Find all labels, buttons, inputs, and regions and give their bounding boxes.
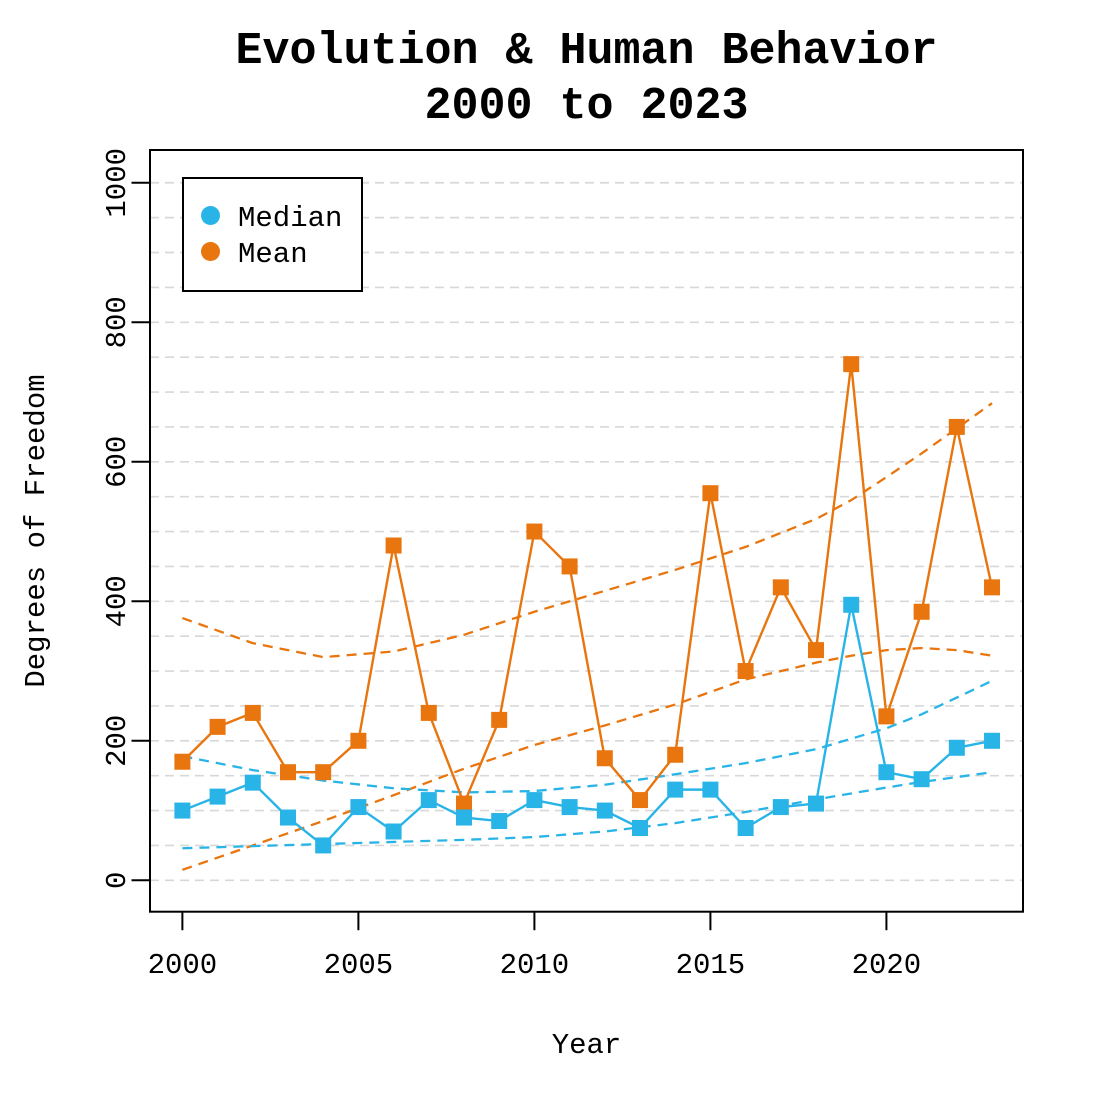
y-axis-title: Degrees of Freedom bbox=[20, 374, 53, 687]
trend-band-median-upper bbox=[182, 679, 993, 794]
x-tick-label: 2015 bbox=[676, 949, 746, 982]
data-point-marker bbox=[315, 764, 332, 781]
x-tick-label: 2020 bbox=[852, 949, 922, 982]
legend-label-median: Median bbox=[238, 202, 342, 235]
x-tick-label: 2005 bbox=[324, 949, 394, 982]
data-point-marker bbox=[913, 603, 930, 620]
data-point-marker bbox=[279, 809, 296, 826]
data-point-marker bbox=[596, 802, 613, 819]
x-tick-label: 2010 bbox=[500, 949, 570, 982]
data-point-marker bbox=[174, 802, 191, 819]
data-point-marker bbox=[350, 732, 367, 749]
data-point-marker bbox=[244, 704, 261, 721]
x-tick-label: 2000 bbox=[148, 949, 218, 982]
data-point-marker bbox=[702, 781, 719, 798]
data-point-marker bbox=[667, 746, 684, 763]
x-axis-title: Year bbox=[552, 1029, 622, 1062]
data-point-marker bbox=[491, 813, 508, 830]
data-point-marker bbox=[526, 523, 543, 540]
data-point-marker bbox=[878, 708, 895, 725]
trend-band-mean-upper bbox=[181, 402, 993, 659]
chart-title-line2: 2000 to 2023 bbox=[424, 81, 748, 132]
y-tick-label: 0 bbox=[101, 872, 134, 889]
data-point-marker bbox=[737, 663, 754, 680]
data-point-marker bbox=[315, 837, 332, 854]
data-point-marker bbox=[948, 739, 965, 756]
data-point-marker bbox=[596, 750, 613, 767]
legend-label-mean: Mean bbox=[238, 238, 308, 271]
data-point-marker bbox=[843, 356, 860, 373]
data-point-marker bbox=[526, 792, 543, 809]
chart-title-line1: Evolution & Human Behavior bbox=[235, 26, 937, 77]
data-point-marker bbox=[632, 819, 649, 836]
data-point-marker bbox=[702, 485, 719, 502]
data-point-marker bbox=[913, 771, 930, 788]
y-tick-label: 200 bbox=[101, 715, 134, 767]
data-point-marker bbox=[772, 799, 789, 816]
data-point-marker bbox=[491, 711, 508, 728]
y-tick-label: 400 bbox=[101, 575, 134, 627]
data-point-marker bbox=[984, 732, 1001, 749]
y-axis: 0 200 400 600 800 1000 bbox=[101, 148, 150, 889]
data-point-marker bbox=[878, 764, 895, 781]
data-point-marker bbox=[737, 819, 754, 836]
trend-band-mean-lower bbox=[182, 646, 993, 871]
legend: Median Mean bbox=[182, 177, 363, 292]
data-point-marker bbox=[385, 823, 402, 840]
data-point-marker bbox=[244, 774, 261, 791]
data-point-marker bbox=[561, 799, 578, 816]
data-point-marker bbox=[561, 558, 578, 575]
data-point-marker bbox=[843, 596, 860, 613]
data-point-marker bbox=[948, 418, 965, 435]
legend-swatch-mean-icon bbox=[201, 242, 220, 261]
y-tick-label: 1000 bbox=[101, 148, 134, 218]
data-point-marker bbox=[984, 579, 1001, 596]
data-point-marker bbox=[455, 809, 472, 826]
data-point-marker bbox=[209, 788, 226, 805]
data-point-marker bbox=[209, 718, 226, 735]
data-point-marker bbox=[174, 753, 191, 770]
series-mean bbox=[174, 356, 1001, 812]
data-series bbox=[174, 356, 1001, 854]
data-point-marker bbox=[420, 704, 437, 721]
y-tick-label: 800 bbox=[101, 296, 134, 348]
x-axis: 2000 2005 2010 2015 2020 bbox=[148, 911, 922, 982]
series-median bbox=[174, 596, 1001, 854]
legend-box bbox=[182, 177, 363, 292]
data-point-marker bbox=[808, 642, 825, 659]
data-point-marker bbox=[350, 799, 367, 816]
data-point-marker bbox=[279, 764, 296, 781]
data-point-marker bbox=[808, 795, 825, 812]
data-point-marker bbox=[772, 579, 789, 596]
data-point-marker bbox=[455, 795, 472, 812]
y-tick-label: 600 bbox=[101, 436, 134, 488]
data-point-marker bbox=[385, 537, 402, 554]
data-point-marker bbox=[632, 792, 649, 809]
data-point-marker bbox=[420, 792, 437, 809]
plot-border bbox=[149, 149, 1024, 913]
data-point-marker bbox=[667, 781, 684, 798]
legend-swatch-median-icon bbox=[201, 206, 220, 225]
